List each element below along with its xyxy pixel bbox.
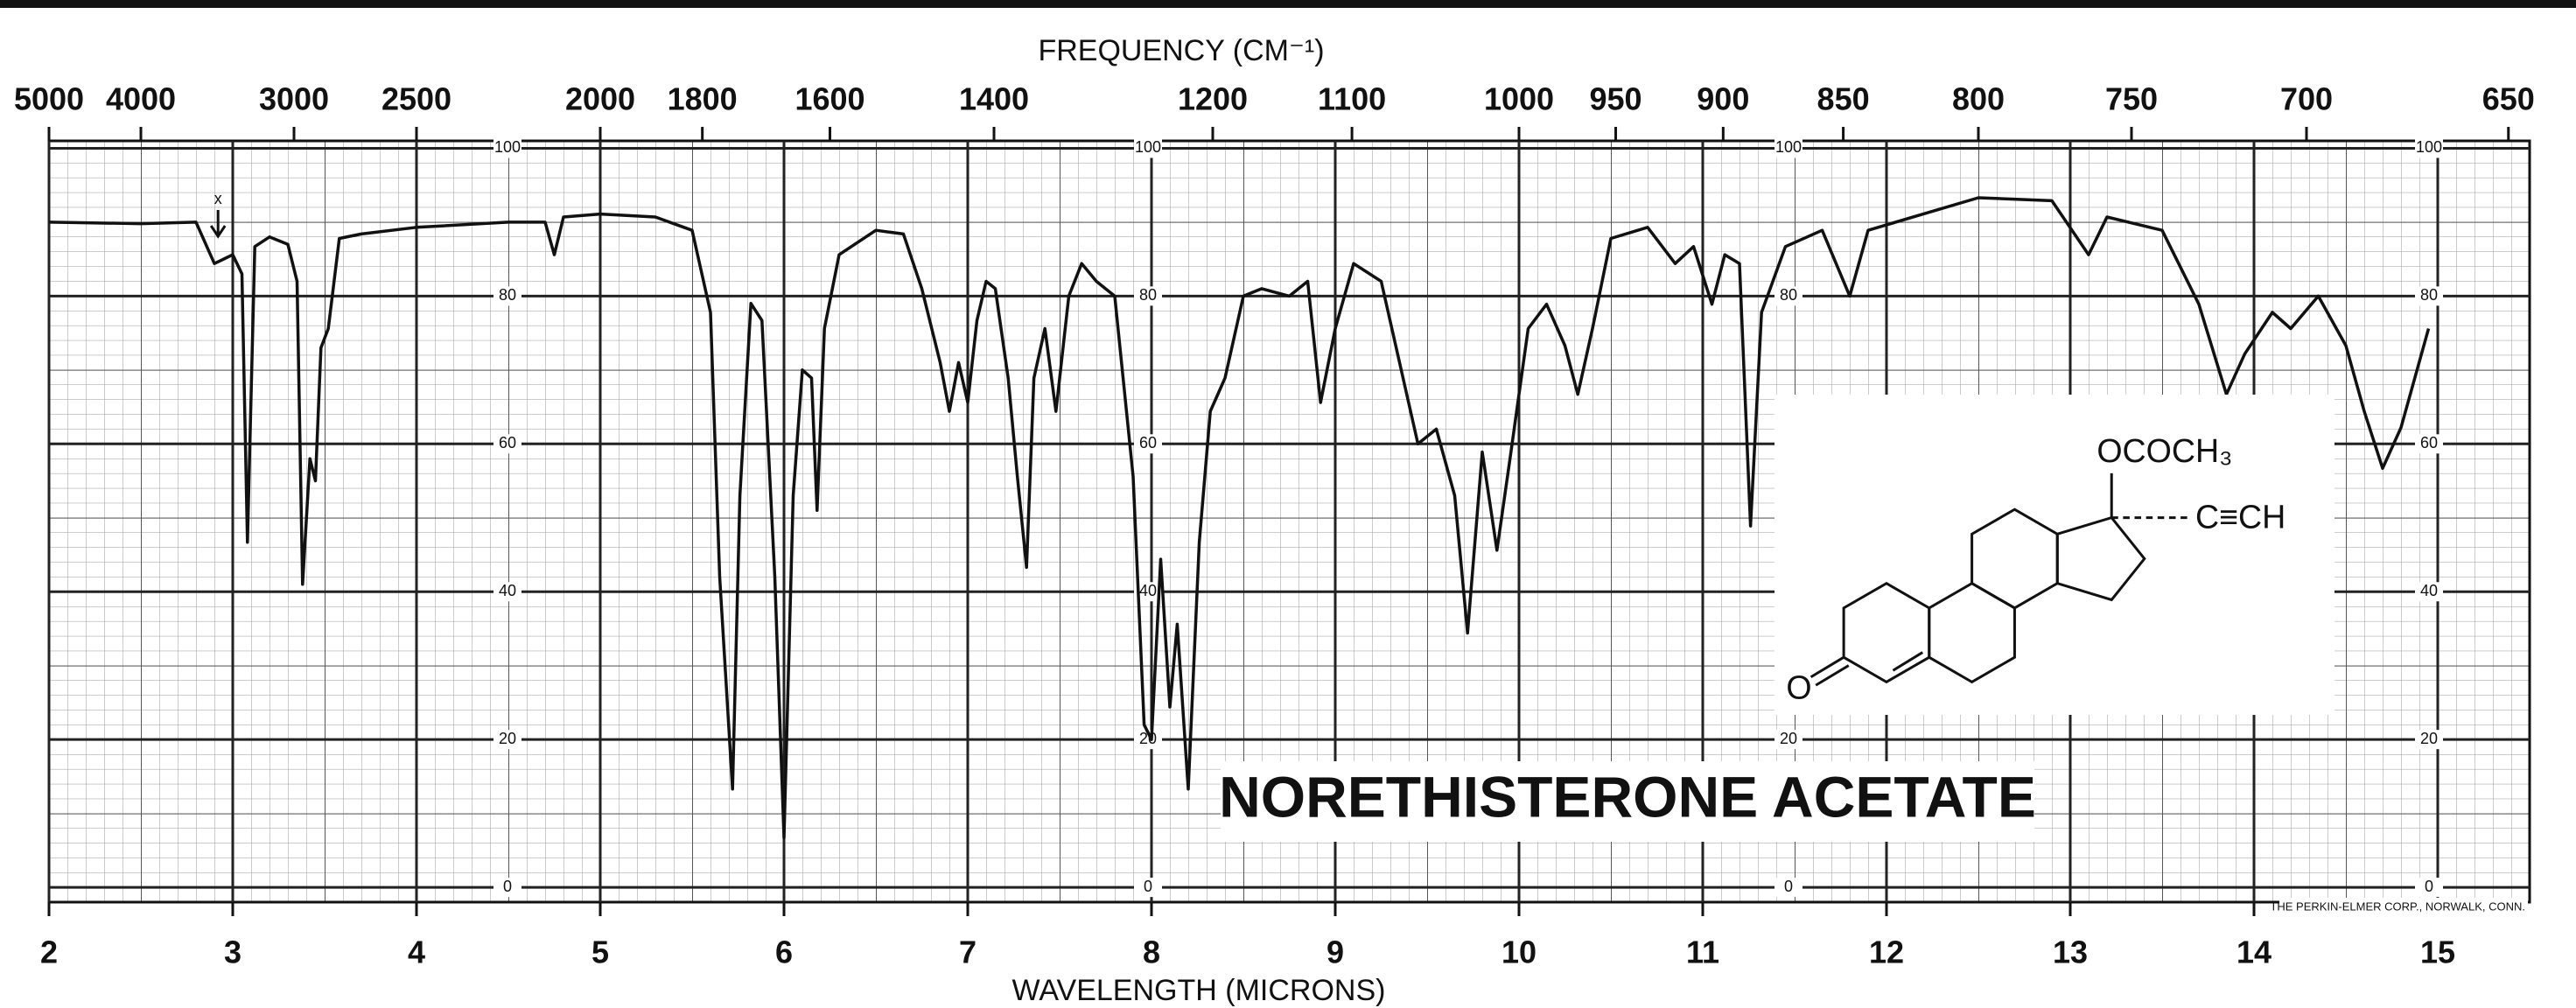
x-tick-label: 11 [1686, 934, 1719, 970]
x-axis-label: WAVELENGTH (MICRONS) [1012, 974, 1386, 1007]
x2-axis-label: FREQUENCY (CM⁻¹) [1038, 34, 1324, 67]
x2-tick-label: 650 [2482, 81, 2535, 117]
x-tick-label: 7 [959, 934, 976, 970]
y-tick-label: 20 [2420, 730, 2438, 747]
x-tick-label: 14 [2236, 934, 2272, 970]
x-tick-label: 4 [408, 934, 425, 970]
y-tick-label-bg [1134, 878, 1162, 898]
x-tick-label: 12 [1869, 934, 1904, 970]
structure [1810, 472, 2191, 687]
y-tick-label: 40 [1139, 582, 1157, 599]
x2-tick-label: 900 [1697, 81, 1749, 117]
y-tick-label: 0 [1784, 878, 1793, 895]
structure-label: OCOCH₃ [2096, 432, 2232, 469]
title-bg [1221, 761, 2034, 842]
y-tick-label-bg [1134, 138, 1162, 158]
annotation: x [214, 190, 222, 207]
x2-tick-label: 2000 [565, 81, 635, 117]
y-tick-label-bg [494, 434, 522, 454]
y-tick-label: 80 [1139, 286, 1157, 304]
x-tick-label: 10 [1502, 934, 1536, 970]
spectrum-line [48, 196, 2431, 840]
y-tick-label: 100 [494, 138, 521, 156]
structure-box [1774, 395, 2334, 715]
y-tick-label: 60 [2420, 434, 2438, 452]
y-tick-label-bg [1134, 286, 1162, 306]
x-tick-label: 8 [1143, 934, 1160, 970]
x-tick-label: 15 [2420, 934, 2455, 970]
annotation-arrow [209, 210, 227, 239]
x2-tick-label: 850 [1817, 81, 1870, 117]
y-tick-label-bg [1774, 730, 1802, 750]
y-tick-label-bg [494, 582, 522, 602]
y-tick-label-bg [494, 286, 522, 306]
y-tick-label-bg [1774, 878, 1802, 898]
x2-tick-label: 950 [1589, 81, 1642, 117]
y-tick-label: 100 [1775, 138, 1802, 156]
x2-tick-label: 1100 [1318, 81, 1386, 117]
y-tick-label-bg [2415, 138, 2443, 158]
y-tick-label: 0 [503, 878, 512, 895]
x-tick-label: 13 [2053, 934, 2088, 970]
y-tick-label: 40 [2420, 582, 2438, 599]
x2-tick-label: 1000 [1484, 81, 1554, 117]
y-tick-label-bg [1774, 138, 1802, 158]
x-tick-label: 6 [775, 934, 793, 970]
y-tick-label: 100 [1135, 138, 1161, 156]
y-tick-label-bg [2415, 730, 2443, 750]
x2-tick-label: 800 [1952, 81, 2005, 117]
structure-label: C≡CH [2195, 498, 2286, 535]
y-tick-label: 20 [1780, 730, 1797, 747]
y-tick-label-bg [1134, 434, 1162, 454]
y-tick-label-bg [494, 878, 522, 898]
credit: THE PERKIN-ELMER CORP., NORWALK, CONN. [2270, 900, 2525, 913]
x2-tick-label: 750 [2105, 81, 2158, 117]
y-tick-label: 80 [1780, 286, 1797, 304]
x-tick-label: 2 [40, 934, 58, 970]
y-tick-label: 20 [499, 730, 516, 747]
x2-tick-label: 1800 [668, 81, 738, 117]
x2-tick-label: 1400 [959, 81, 1029, 117]
credit-bg [2279, 898, 2528, 917]
y-tick-label-bg [494, 730, 522, 750]
y-tick-label-bg [494, 138, 522, 158]
x-tick-label: 5 [592, 934, 609, 970]
y-tick-label: 80 [2420, 286, 2438, 304]
y-tick-label: 0 [2425, 878, 2433, 895]
y-tick-label: 100 [2416, 138, 2442, 156]
x-tick-label: 9 [1326, 934, 1344, 970]
y-tick-label: 40 [499, 582, 516, 599]
x2-tick-label: 4000 [106, 81, 176, 117]
ring [2055, 515, 2146, 602]
x2-tick-label: 1600 [794, 81, 864, 117]
y-tick-label-bg [1134, 582, 1162, 602]
x-tick-label: 3 [224, 934, 242, 970]
x2-tick-label: 5000 [14, 81, 84, 117]
chart-title: NORETHISTERONE ACETATE [1219, 764, 2036, 829]
x2-tick-label: 700 [2280, 81, 2333, 117]
carbonyl-bond [1810, 655, 1844, 679]
y-tick-label: 0 [1144, 878, 1152, 895]
x2-tick-label: 3000 [259, 81, 329, 117]
y-tick-label-bg [2415, 434, 2443, 454]
y-tick-label: 60 [499, 434, 516, 452]
structure-label: O [1786, 669, 1811, 706]
double-bond [1892, 651, 1924, 672]
top-band [0, 0, 2576, 8]
y-tick-label-bg [1134, 730, 1162, 750]
x2-tick-label: 1200 [1178, 81, 1248, 117]
y-tick-label: 80 [499, 286, 516, 304]
structure-labels: OCOCH₃ C≡CH O [1786, 432, 2286, 705]
y-tick-label-bg [2415, 878, 2443, 898]
carbonyl-bond [1815, 664, 1850, 687]
y-tick-label: 60 [1139, 434, 1157, 452]
y-tick-label-bg [2415, 582, 2443, 602]
y-tick-label-bg [2415, 286, 2443, 306]
x2-tick-label: 2500 [382, 81, 452, 117]
y-tick-label-bg [1774, 286, 1802, 306]
